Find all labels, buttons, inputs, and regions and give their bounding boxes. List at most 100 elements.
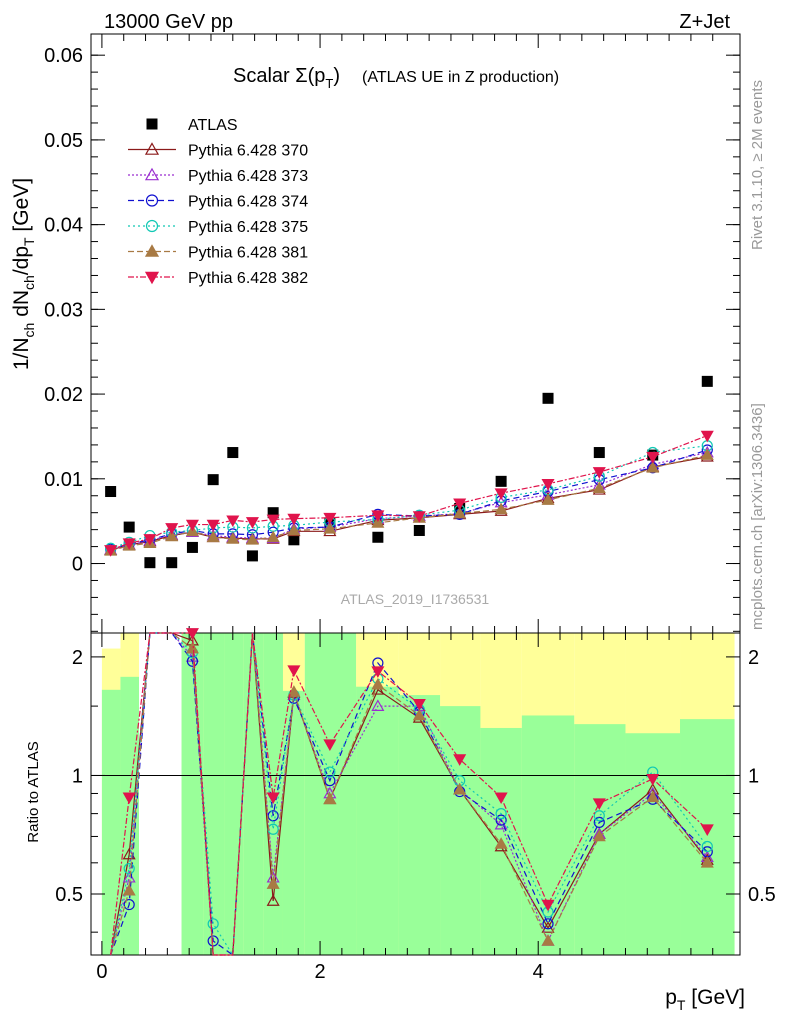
ratio-point (122, 792, 136, 805)
y-tick-label: 0 (72, 554, 83, 576)
mc-point (323, 522, 337, 534)
series-line (110, 456, 708, 551)
data-point (123, 521, 135, 533)
legend-label: ATLAS (188, 117, 238, 134)
data-point (495, 475, 507, 487)
mc-point (541, 479, 555, 491)
mc-point (185, 519, 199, 532)
ratio-point (593, 816, 605, 828)
ratio-tick-label: 1 (72, 765, 83, 787)
series-line (110, 445, 708, 549)
data-point (413, 524, 425, 536)
x-tick-label: 2 (314, 961, 325, 983)
ratio-point (324, 775, 336, 787)
legend-item: Pythia 6.428 382 (128, 270, 308, 287)
ratio-point (646, 790, 660, 803)
header-left: 13000 GeV pp (104, 11, 233, 33)
ratio-point (266, 792, 280, 805)
mc-point (122, 538, 136, 550)
main-axes: 0 0.01 0.02 0.03 0.04 0.05 0.06 (44, 34, 740, 633)
ratio-band-inner (356, 686, 399, 955)
legend-label: Pythia 6.428 373 (188, 168, 308, 185)
ratio-band-inner (224, 633, 244, 955)
mc-point (494, 488, 508, 500)
legend-item: Pythia 6.428 370 (128, 142, 308, 160)
ratio-point (371, 699, 385, 711)
ratio-point (494, 792, 508, 805)
legend-marker (144, 142, 160, 155)
ratio-point (266, 877, 280, 889)
data-point (166, 557, 178, 569)
y-axis-label-b: dN (10, 290, 33, 323)
ratio-point (541, 899, 555, 912)
mc-point (371, 510, 385, 522)
series-pythia-6-428-381 (104, 448, 714, 556)
legend-marker (144, 271, 160, 285)
y-tick-label: 0.01 (44, 469, 83, 491)
ratio-series-pythia-6-428-381 (110, 632, 714, 956)
y-axis-label-ch1: ch (21, 323, 37, 338)
chart-title-main: Scalar Σ(p (233, 65, 325, 87)
y-tick-label: 0.05 (44, 130, 83, 152)
legend-label: Pythia 6.428 374 (188, 194, 308, 211)
mc-point (592, 481, 606, 493)
legend-label: Pythia 6.428 381 (188, 245, 308, 262)
y-axis-label: 1/Nch dNch/dpT [GeV] (10, 178, 37, 370)
ratio-point (700, 856, 714, 868)
chart-title-rest: (ATLAS UE in Z production) (362, 69, 559, 86)
x-axis-label-t: T (677, 997, 686, 1013)
y-tick-label: 0.02 (44, 384, 83, 406)
series-line (110, 435, 708, 551)
legend-label: Pythia 6.428 370 (188, 143, 308, 160)
ratio-point (646, 774, 660, 786)
mc-point (226, 515, 240, 528)
mc-point (206, 530, 220, 543)
ratio-band-inner (398, 695, 441, 955)
ratio-point (542, 918, 554, 930)
data-point (267, 507, 279, 519)
mc-point (412, 511, 426, 523)
chart-title-sub: T (325, 76, 333, 91)
ratio-point (122, 870, 136, 883)
ratio-point (701, 840, 713, 853)
mc-point (245, 533, 259, 545)
ratio-band-inner (625, 733, 681, 955)
mc-point (494, 502, 508, 515)
data-point (701, 375, 713, 387)
ratio-axes: 0.5 0.5 1 1 2 2 0 2 4 (55, 633, 776, 983)
mc-point (592, 467, 606, 479)
ratio-point (266, 894, 280, 906)
ratio-plot-frame (90, 632, 741, 956)
ratio-point (323, 792, 337, 805)
ratio-uncertainty-bands (101, 633, 735, 955)
mc-point (646, 461, 660, 473)
ratio-band-inner (440, 706, 481, 955)
mc-point (371, 516, 385, 528)
mc-point (700, 448, 714, 460)
x-tick-label: 4 (533, 961, 544, 983)
chart-title-close: ) (333, 65, 340, 87)
legend-marker (145, 194, 159, 207)
data-point (372, 531, 384, 543)
ratio-tick-label: 2 (72, 647, 83, 669)
ratio-point (453, 782, 467, 795)
analysis-watermark: ATLAS_2019_I1736531 (341, 591, 490, 607)
x-axis-label: pT [GeV] (665, 986, 745, 1013)
y-tick-label: 0.04 (44, 215, 83, 237)
series-atlas (105, 375, 713, 569)
ratio-band-inner (282, 690, 305, 955)
legend-marker (145, 219, 159, 233)
ratio-point (412, 708, 426, 721)
legend-label: Pythia 6.428 382 (188, 270, 308, 287)
legend-item: Pythia 6.428 373 (128, 167, 308, 185)
data-point (144, 557, 156, 569)
mc-point (165, 523, 179, 535)
ratio-point (123, 863, 135, 875)
x-axis-label-unit: [GeV] (685, 986, 745, 1009)
y-axis-label-ch2: ch (21, 275, 37, 290)
legend-marker (144, 244, 160, 257)
mc-point (700, 430, 714, 443)
ratio-point (494, 837, 508, 849)
ratio-point (287, 685, 301, 697)
